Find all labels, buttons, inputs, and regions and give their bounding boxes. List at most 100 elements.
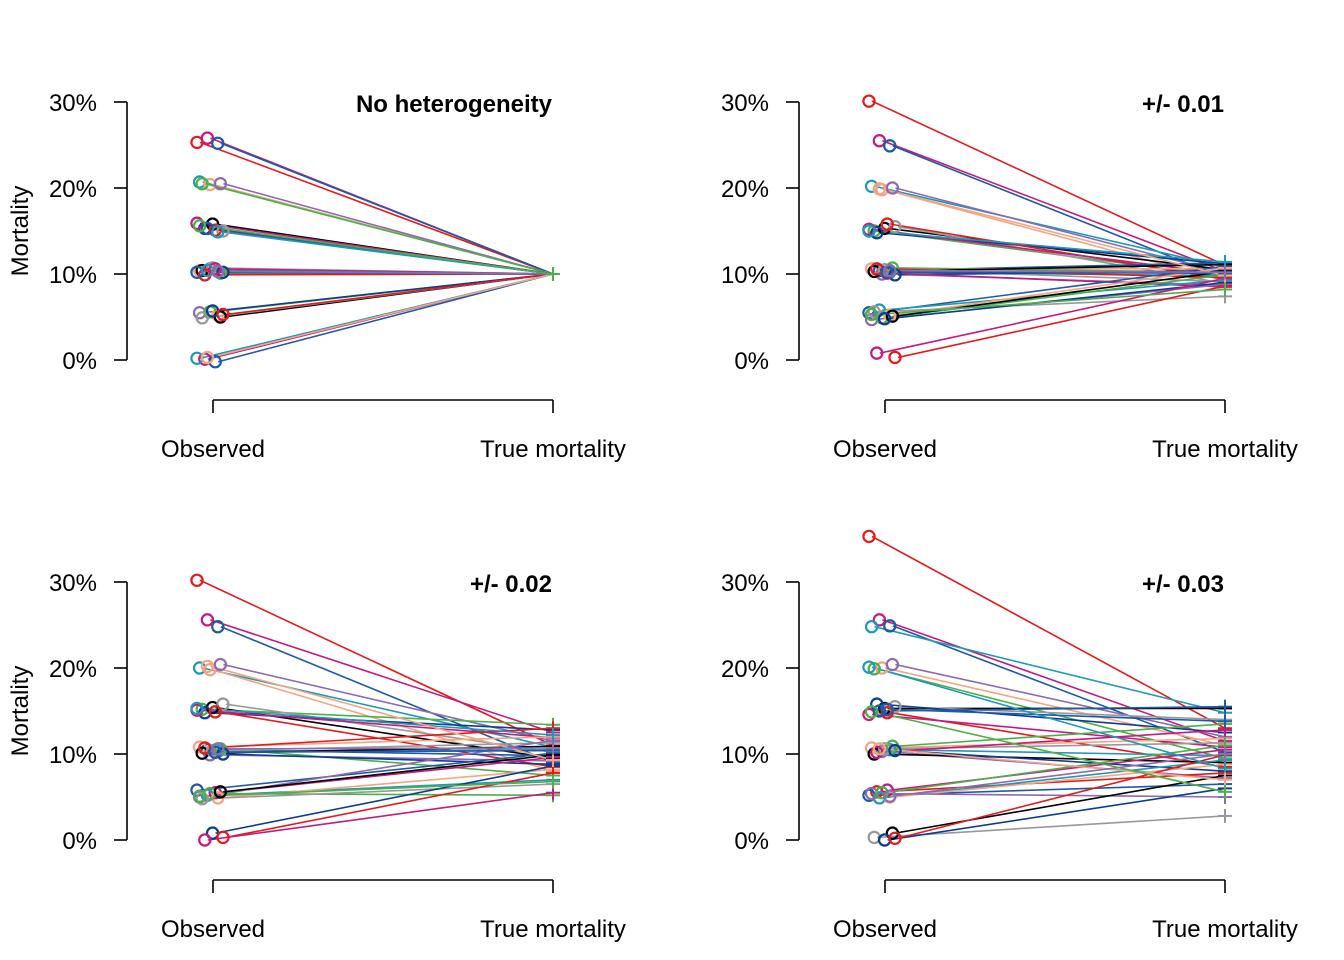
observed-point	[872, 182, 887, 196]
series-markers	[190, 131, 560, 369]
observed-point	[880, 702, 894, 716]
series-line	[892, 267, 1226, 317]
series-line	[210, 619, 554, 734]
series-line	[202, 225, 554, 275]
series-line	[217, 273, 554, 363]
observed-point	[864, 262, 879, 276]
observed-point	[213, 657, 228, 672]
series-markers	[862, 529, 1232, 847]
series-line	[897, 754, 1226, 840]
series-line	[897, 705, 1226, 721]
series-line	[874, 792, 1226, 798]
observed-point	[213, 785, 228, 799]
observed-point	[216, 697, 230, 711]
observed-point	[211, 742, 225, 756]
panel-title: No heterogeneity	[356, 91, 553, 118]
series-line	[887, 281, 1226, 320]
observed-point	[862, 660, 876, 674]
observed-point	[190, 701, 204, 716]
series-line	[210, 665, 554, 761]
series-line	[890, 271, 1226, 274]
observed-point	[872, 613, 887, 627]
observed-point	[208, 262, 222, 276]
series-line	[890, 748, 1226, 791]
x-tick-label: Observed	[833, 916, 937, 943]
series-line	[882, 619, 1226, 742]
series-line	[892, 269, 1226, 274]
observed-point	[880, 217, 894, 231]
series-line	[205, 708, 554, 726]
observed-point	[216, 307, 230, 322]
x-tick-label: True mortality	[480, 916, 626, 943]
observed-point	[200, 659, 215, 673]
observed-point	[883, 789, 897, 803]
observed-point	[195, 176, 209, 191]
series-line	[220, 142, 554, 275]
panel-no-heterogeneity: 0% 10% 20% 30% Mortality Observed True mortali…	[7, 90, 626, 463]
observed-point	[872, 704, 887, 718]
observed-point	[885, 181, 900, 195]
series-lines	[871, 535, 1226, 841]
y-tick-label: 0%	[62, 828, 97, 855]
series-line	[882, 748, 1226, 781]
series-line	[877, 815, 1226, 839]
series-markers	[862, 94, 1232, 365]
series-line	[202, 667, 554, 748]
series-line	[874, 737, 1226, 749]
observed-point	[195, 311, 209, 325]
series-line	[882, 139, 1226, 273]
observed-point	[213, 176, 228, 191]
observed-point	[885, 309, 900, 323]
observed-point	[211, 136, 225, 150]
panel-title: +/- 0.02	[470, 571, 552, 598]
series-line	[884, 667, 1226, 747]
y-tick-label: 20%	[49, 656, 97, 683]
series-line	[890, 708, 1226, 723]
x-tick-label: True mortality	[1152, 916, 1298, 943]
series-line	[890, 223, 1226, 280]
series-line	[874, 625, 1226, 714]
series-line	[871, 265, 1226, 314]
observed-point	[885, 657, 900, 672]
series-line	[199, 752, 554, 791]
y-axis-label: Mortality	[7, 186, 34, 277]
observed-point	[200, 350, 215, 365]
series-line	[210, 273, 554, 359]
series-line	[897, 749, 1226, 772]
observed-point	[864, 620, 879, 634]
series-line	[220, 270, 554, 275]
observed-point	[875, 744, 889, 759]
panel-title: +/- 0.01	[1142, 91, 1224, 118]
series-line	[897, 285, 1226, 359]
observed-point	[195, 792, 209, 806]
series-line	[882, 759, 1226, 799]
observed-point	[888, 350, 902, 365]
series-line	[892, 625, 1226, 754]
observed-point	[864, 307, 879, 322]
observed-point	[883, 139, 897, 153]
series-line	[882, 188, 1226, 277]
y-tick-label: 10%	[49, 262, 97, 289]
y-tick-label: 0%	[734, 348, 769, 375]
observed-point	[872, 742, 887, 756]
series-line	[887, 787, 1226, 841]
y-tick-label: 0%	[734, 828, 769, 855]
series-line	[879, 772, 1226, 793]
series-lines	[199, 579, 554, 841]
series-line	[218, 711, 554, 768]
observed-point	[192, 219, 207, 233]
y-tick-label: 10%	[721, 742, 769, 769]
series-line	[895, 774, 1226, 834]
series-line	[871, 230, 1226, 263]
observed-point	[875, 786, 889, 800]
series-line	[892, 753, 1226, 797]
observed-point	[200, 131, 215, 145]
observed-point	[888, 743, 902, 758]
observed-point	[867, 305, 881, 319]
observed-point	[216, 224, 230, 238]
observed-point	[870, 346, 884, 360]
observed-point	[864, 705, 879, 719]
y-tick-label: 20%	[49, 176, 97, 203]
series-line	[223, 754, 554, 793]
